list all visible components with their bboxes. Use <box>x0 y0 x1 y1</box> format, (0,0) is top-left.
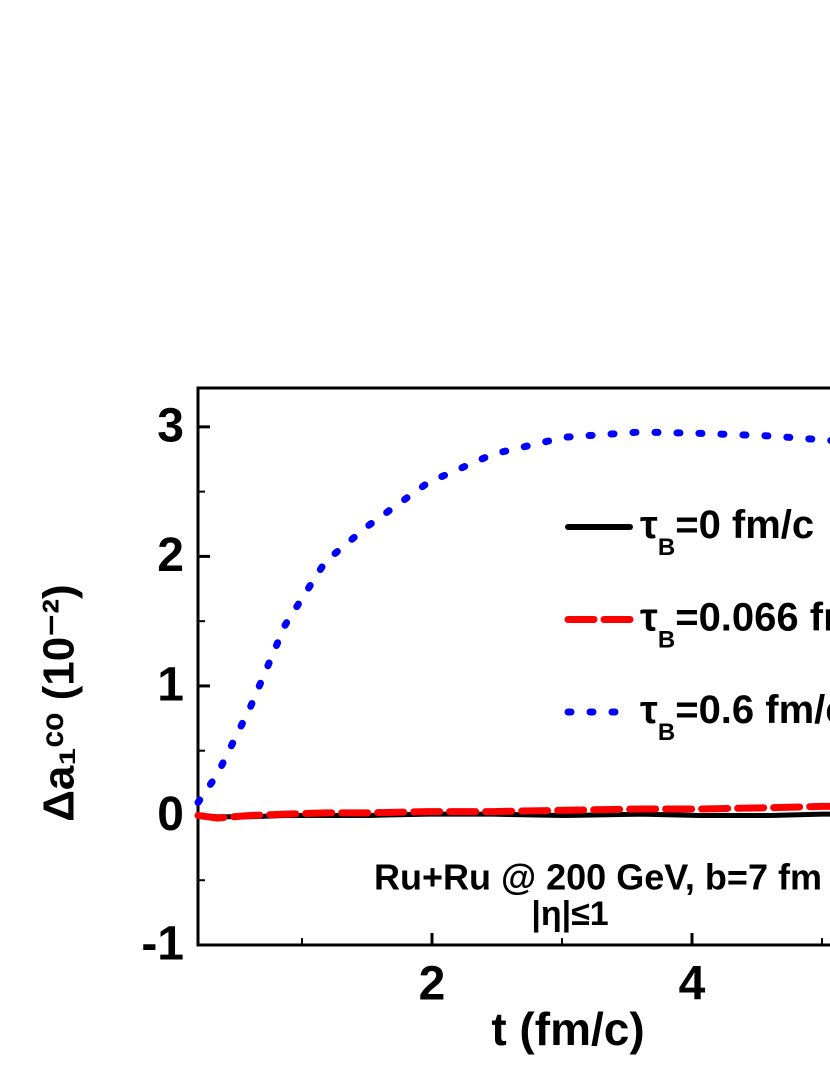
legend-label: τB=0.6 fm/c <box>640 688 830 747</box>
y-tick-label: 3 <box>157 400 184 453</box>
annotation: |η|≤1 <box>531 895 608 933</box>
x-tick-label: 4 <box>679 958 706 1011</box>
legend-label: τB=0.066 fm/c <box>640 595 830 654</box>
y-tick-label: 2 <box>157 529 184 582</box>
y-tick-label: -1 <box>141 918 184 971</box>
series-line <box>194 802 830 822</box>
y-tick-label: 0 <box>157 788 184 841</box>
annotation: Ru+Ru @ 200 GeV, b=7 fm <box>374 857 822 898</box>
series-line <box>194 428 830 807</box>
plot-frame <box>196 386 830 947</box>
legend-label: τB=0 fm/c <box>640 503 814 562</box>
x-tick-label: 2 <box>419 958 446 1011</box>
y-axis-label: Δa₁ᶜᵒ (10⁻²) <box>35 584 84 821</box>
x-axis-label: t (fm/c) <box>491 1003 644 1055</box>
y-tick-label: 1 <box>157 659 184 712</box>
